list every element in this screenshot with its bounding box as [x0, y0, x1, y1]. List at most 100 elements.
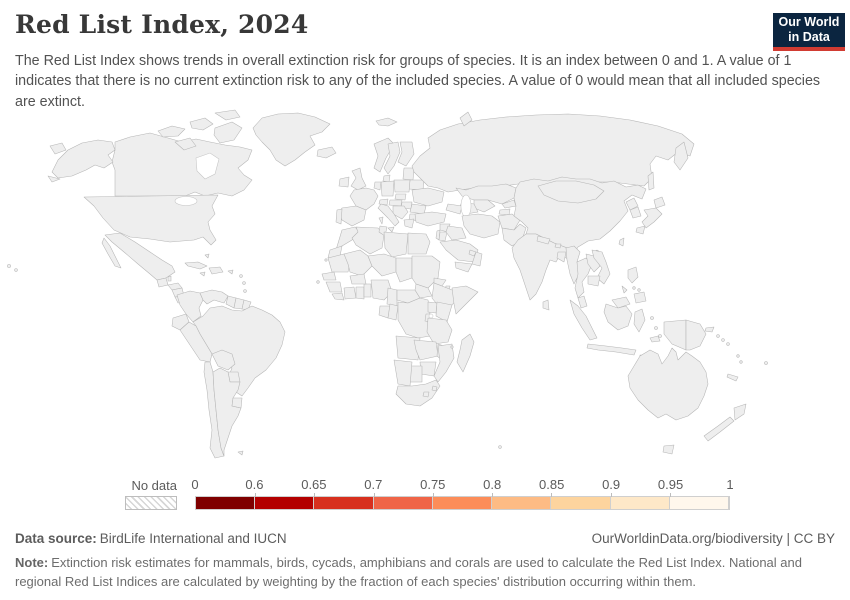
- country-shape[interactable]: [569, 299, 598, 341]
- country-group[interactable]: [591, 249, 611, 285]
- country-group[interactable]: [618, 237, 625, 247]
- country-shape[interactable]: [411, 255, 441, 289]
- country-shape[interactable]: [321, 271, 337, 281]
- island-dot[interactable]: [658, 334, 662, 338]
- island-dot[interactable]: [637, 288, 641, 292]
- country-group[interactable]: [438, 231, 448, 242]
- country-shape[interactable]: [49, 142, 67, 155]
- country-shape[interactable]: [403, 218, 415, 229]
- island-dot[interactable]: [450, 345, 454, 349]
- country-group[interactable]: [445, 203, 463, 215]
- country-group[interactable]: [685, 319, 715, 351]
- country-group[interactable]: [736, 354, 743, 364]
- country-group[interactable]: [321, 271, 337, 281]
- island-dot[interactable]: [316, 280, 320, 284]
- country-shape[interactable]: [104, 232, 176, 281]
- country-group[interactable]: [331, 292, 345, 301]
- country-shape[interactable]: [386, 287, 398, 307]
- country-shape[interactable]: [167, 275, 172, 282]
- country-group[interactable]: [167, 275, 172, 282]
- country-group[interactable]: [204, 253, 210, 259]
- country-shape[interactable]: [157, 125, 186, 138]
- country-group[interactable]: [726, 373, 739, 382]
- country-shape[interactable]: [456, 333, 475, 373]
- country-shape[interactable]: [413, 339, 439, 361]
- country-shape[interactable]: [427, 301, 438, 314]
- country-shape[interactable]: [397, 141, 415, 167]
- country-shape[interactable]: [726, 373, 739, 382]
- country-group[interactable]: [212, 367, 242, 457]
- country-group[interactable]: [445, 225, 467, 241]
- country-group[interactable]: [111, 109, 253, 197]
- country-group[interactable]: [413, 339, 439, 361]
- legend-segment[interactable]: [669, 497, 729, 509]
- country-shape[interactable]: [350, 167, 367, 191]
- country-group[interactable]: [407, 232, 431, 255]
- country-shape[interactable]: [635, 225, 646, 235]
- country-group[interactable]: [343, 286, 357, 300]
- country-shape[interactable]: [204, 253, 210, 259]
- country-group[interactable]: [764, 361, 768, 365]
- country-group[interactable]: [395, 335, 421, 361]
- country-shape[interactable]: [621, 285, 628, 294]
- island-dot[interactable]: [721, 338, 725, 342]
- country-group[interactable]: [414, 211, 447, 227]
- country-shape[interactable]: [414, 283, 433, 299]
- legend-segment[interactable]: [492, 497, 552, 509]
- country-shape[interactable]: [438, 231, 448, 242]
- country-shape[interactable]: [641, 207, 663, 229]
- country-shape[interactable]: [633, 291, 647, 304]
- country-group[interactable]: [629, 206, 642, 219]
- country-shape[interactable]: [395, 257, 413, 283]
- country-shape[interactable]: [685, 319, 707, 351]
- country-shape[interactable]: [497, 213, 521, 231]
- country-shape[interactable]: [633, 308, 646, 333]
- country-shape[interactable]: [586, 343, 637, 356]
- legend-segment[interactable]: [373, 497, 433, 509]
- country-shape[interactable]: [237, 450, 244, 456]
- country-group[interactable]: [419, 361, 437, 377]
- country-group[interactable]: [497, 213, 521, 231]
- country-shape[interactable]: [556, 251, 567, 263]
- island-dot[interactable]: [632, 286, 636, 290]
- country-group[interactable]: [239, 274, 247, 293]
- country-shape[interactable]: [176, 290, 204, 323]
- country-shape[interactable]: [411, 113, 695, 193]
- country-group[interactable]: [621, 266, 647, 304]
- country-group[interactable]: [325, 281, 343, 293]
- country-group[interactable]: [7, 264, 18, 272]
- country-shape[interactable]: [184, 261, 208, 270]
- country-group[interactable]: [377, 203, 400, 233]
- country-group[interactable]: [387, 303, 399, 321]
- country-group[interactable]: [252, 112, 331, 167]
- country-shape[interactable]: [733, 403, 747, 421]
- country-shape[interactable]: [375, 117, 398, 127]
- country-group[interactable]: [338, 205, 367, 227]
- country-shape[interactable]: [47, 175, 61, 183]
- country-group[interactable]: [569, 299, 687, 361]
- country-group[interactable]: [536, 235, 551, 245]
- country-shape[interactable]: [189, 117, 214, 131]
- country-group[interactable]: [355, 286, 365, 300]
- country-group[interactable]: [349, 273, 367, 285]
- legend-no-data-swatch[interactable]: [125, 496, 177, 510]
- country-group[interactable]: [468, 249, 477, 257]
- country-shape[interactable]: [349, 273, 367, 285]
- island-dot[interactable]: [764, 361, 768, 365]
- country-group[interactable]: [625, 197, 639, 211]
- country-group[interactable]: [456, 333, 475, 373]
- country-group[interactable]: [395, 379, 441, 407]
- island-dot[interactable]: [324, 258, 328, 262]
- country-group[interactable]: [408, 179, 425, 191]
- country-group[interactable]: [411, 255, 441, 289]
- country-group[interactable]: [373, 181, 382, 191]
- country-shape[interactable]: [335, 208, 343, 225]
- country-group[interactable]: [402, 167, 415, 181]
- country-shape[interactable]: [208, 266, 224, 275]
- country-group[interactable]: [383, 231, 409, 258]
- country-shape[interactable]: [618, 237, 625, 247]
- country-group[interactable]: [409, 203, 427, 215]
- country-shape[interactable]: [373, 181, 382, 191]
- country-shape[interactable]: [498, 208, 511, 216]
- country-group[interactable]: [47, 139, 219, 246]
